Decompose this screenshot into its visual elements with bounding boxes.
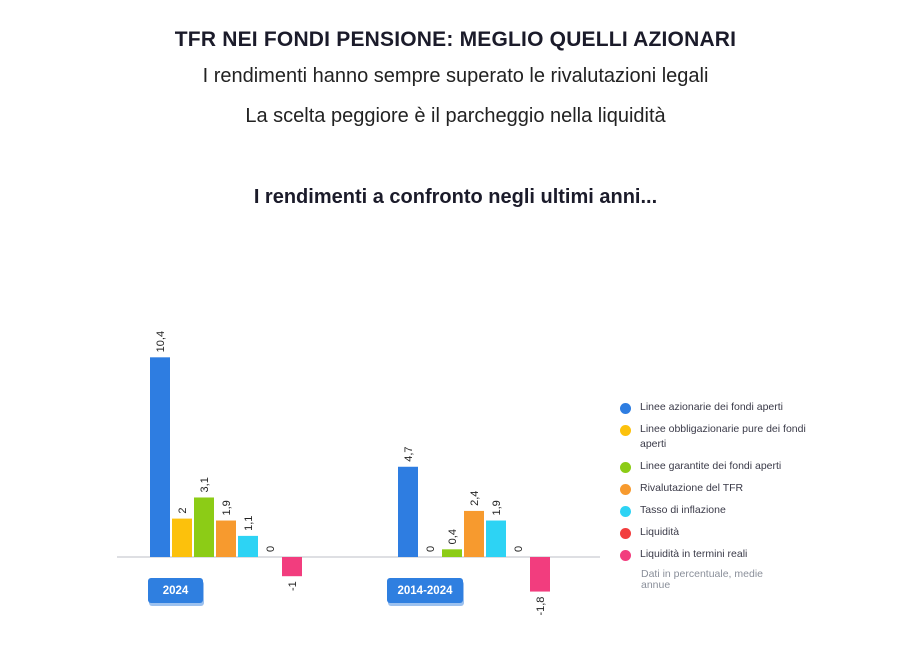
bar-2014-2024-series-1 xyxy=(398,466,418,557)
legend-item-4: Rivalutazione del TFR xyxy=(620,481,820,496)
data-label-2024-series-1: 10,4 xyxy=(155,331,167,352)
legend-swatch-5 xyxy=(620,506,631,517)
data-label-2014-2024-series-2: 0 xyxy=(425,546,437,552)
legend-swatch-6 xyxy=(620,528,631,539)
category-badge-2014-2024 xyxy=(387,578,463,603)
legend-item-6: Liquidità xyxy=(620,525,820,540)
data-label-2014-2024-series-6: 0 xyxy=(513,546,525,552)
legend-label-3: Linee garantite dei fondi aperti xyxy=(640,460,782,472)
data-label-2024-series-7: -1 xyxy=(287,581,299,591)
category-badge-2024 xyxy=(148,578,203,603)
page-title: TFR NEI FONDI PENSIONE: MEGLIO QUELLI AZ… xyxy=(174,28,737,51)
data-label-2024-series-5: 1,1 xyxy=(243,516,255,531)
legend-note: Dati in percentuale, medie annue xyxy=(641,568,763,591)
bar-2024-series-4 xyxy=(216,520,236,557)
section-title: I rendimenti a confronto negli ultimi an… xyxy=(253,186,658,208)
bar-2024-series-2 xyxy=(172,518,192,557)
data-label-2014-2024-series-7: -1,8 xyxy=(535,597,547,616)
chart-header: TFR NEI FONDI PENSIONE: MEGLIO QUELLI AZ… xyxy=(0,24,911,136)
subtitle-2: La scelta peggiore è il parcheggio nella… xyxy=(245,105,666,127)
data-label-2014-2024-series-5: 1,9 xyxy=(491,500,503,515)
data-label-2024-series-6: 0 xyxy=(265,546,277,552)
legend-swatch-2 xyxy=(620,425,631,436)
data-label-2024-series-3: 3,1 xyxy=(199,477,211,492)
legend-label-6: Liquidità xyxy=(640,526,680,538)
category-label-2024: 2024 xyxy=(163,585,189,597)
data-label-2024-series-2: 2 xyxy=(177,507,189,513)
legend-swatch-1 xyxy=(620,403,631,414)
data-label-2014-2024-series-3: 0,4 xyxy=(447,529,459,544)
legend-item-7: Liquidità in termini reali xyxy=(620,547,820,562)
data-label-2024-series-4: 1,9 xyxy=(221,500,233,515)
legend-label-2: Linee obbligazionarie pure dei fondi ape… xyxy=(640,423,806,450)
bar-2024-series-3 xyxy=(194,497,214,557)
legend-label-1: Linee azionarie dei fondi aperti xyxy=(640,401,784,413)
legend-label-5: Tasso di inflazione xyxy=(640,504,726,516)
legend-item-5: Tasso di inflazione xyxy=(620,503,820,518)
chart-legend: Linee azionarie dei fondi aperti Linee ob… xyxy=(620,400,820,591)
data-label-2014-2024-series-1: 4,7 xyxy=(403,446,415,461)
legend-label-7: Liquidità in termini reali xyxy=(640,548,748,560)
legend-swatch-7 xyxy=(620,550,631,561)
legend-item-2: Linee obbligazionarie pure dei fondi ape… xyxy=(620,422,820,452)
bar-2014-2024-series-3 xyxy=(442,549,462,557)
category-label-2014-2024: 2014-2024 xyxy=(398,585,454,597)
bar-2024-series-7 xyxy=(282,557,302,577)
data-label-2014-2024-series-4: 2,4 xyxy=(469,491,481,506)
bar-2014-2024-series-4 xyxy=(464,510,484,557)
legend-swatch-4 xyxy=(620,484,631,495)
bar-2014-2024-series-5 xyxy=(486,520,506,557)
bar-2024-series-5 xyxy=(238,535,258,557)
legend-item-3: Linee garantite dei fondi aperti xyxy=(620,459,820,474)
bar-2014-2024-series-7 xyxy=(530,557,550,592)
legend-item-1: Linee azionarie dei fondi aperti xyxy=(620,400,820,415)
bar-2024-series-1 xyxy=(150,357,170,557)
legend-label-4: Rivalutazione del TFR xyxy=(640,482,744,494)
legend-swatch-3 xyxy=(620,462,631,473)
subtitle-1: I rendimenti hanno sempre superato le ri… xyxy=(202,65,709,87)
